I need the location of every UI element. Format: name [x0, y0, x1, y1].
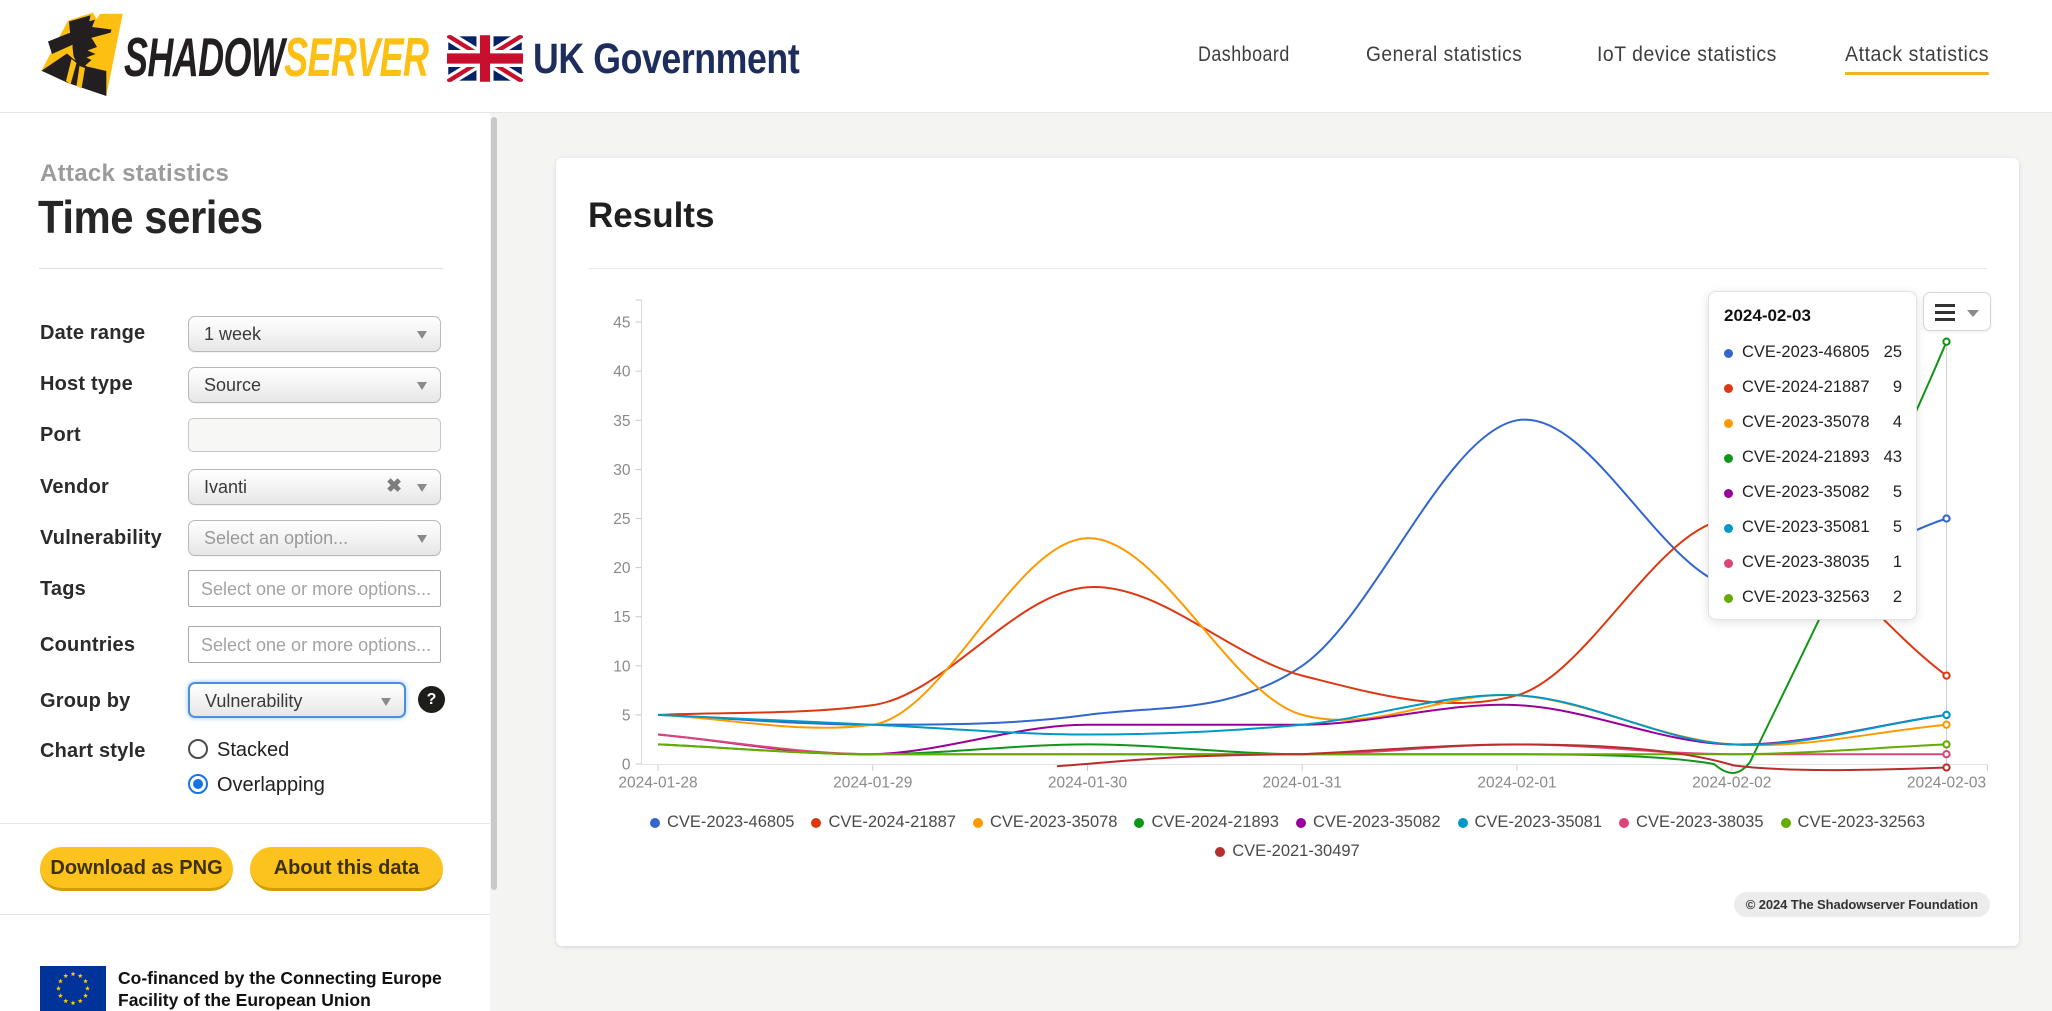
svg-text:2024-02-02: 2024-02-02 — [1692, 775, 1771, 792]
svg-text:2024-02-03: 2024-02-03 — [1907, 775, 1986, 792]
svg-text:20: 20 — [613, 560, 631, 577]
svg-text:45: 45 — [613, 315, 630, 332]
svg-text:2024-01-29: 2024-01-29 — [833, 775, 912, 792]
svg-text:0: 0 — [622, 757, 631, 774]
svg-text:30: 30 — [613, 462, 631, 479]
svg-text:2024-01-28: 2024-01-28 — [618, 775, 697, 792]
svg-text:15: 15 — [613, 609, 630, 626]
svg-text:5: 5 — [622, 707, 631, 724]
svg-text:25: 25 — [613, 511, 630, 528]
svg-text:2024-01-31: 2024-01-31 — [1263, 775, 1342, 792]
svg-text:10: 10 — [613, 658, 631, 675]
svg-text:2024-02-01: 2024-02-01 — [1477, 775, 1556, 792]
svg-text:2024-01-30: 2024-01-30 — [1048, 775, 1128, 792]
svg-text:40: 40 — [613, 364, 631, 381]
svg-text:35: 35 — [613, 413, 630, 430]
